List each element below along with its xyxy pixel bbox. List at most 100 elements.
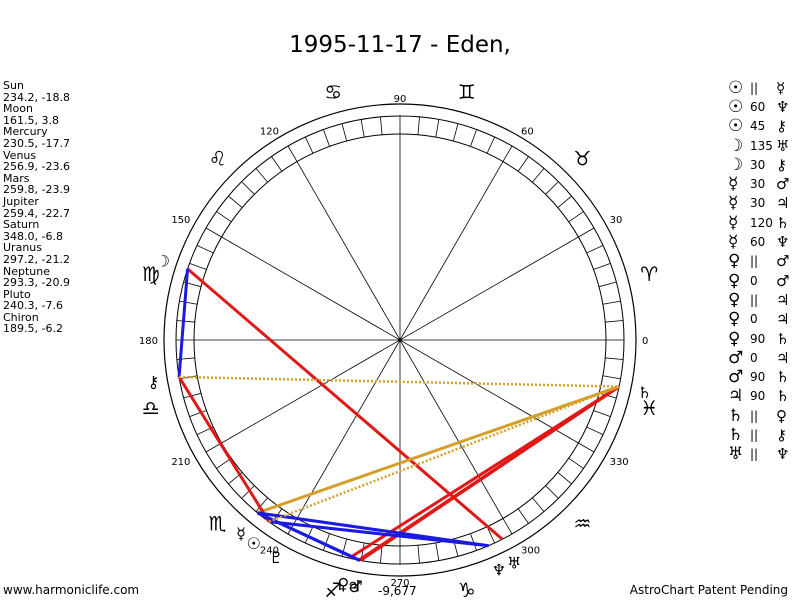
degree-tick bbox=[470, 129, 477, 147]
planet-name: Mercury bbox=[3, 125, 48, 139]
aspect-planet-2: ☿ bbox=[776, 78, 786, 97]
aspect-line bbox=[186, 267, 504, 541]
degree-tick bbox=[216, 457, 232, 469]
aspect-planet-1: ☽ bbox=[728, 135, 744, 156]
planet-icon: ♆ bbox=[492, 561, 506, 580]
planet-coords: 256.9, -23.6 bbox=[3, 160, 70, 174]
planet-coords: 259.4, -22.7 bbox=[3, 206, 70, 220]
degree-tick bbox=[568, 457, 584, 469]
degree-tick bbox=[435, 119, 440, 138]
degree-tick bbox=[205, 442, 222, 453]
aspect-planet-2: ♂ bbox=[776, 271, 790, 290]
aspect-symbol: 30 bbox=[750, 177, 766, 192]
degree-tick bbox=[360, 119, 365, 138]
degree-tick bbox=[593, 410, 611, 417]
aspect-row: ♀ 0 ♂ bbox=[728, 270, 798, 291]
aspect-symbol: 90 bbox=[750, 331, 766, 346]
degree-tick bbox=[241, 485, 255, 499]
aspect-planet-2: ♄ bbox=[776, 329, 790, 348]
degree-tick bbox=[486, 526, 496, 544]
degree-tick bbox=[176, 320, 195, 323]
aspect-planet-2: ♂ bbox=[776, 175, 790, 194]
degree-tick bbox=[417, 116, 420, 135]
zodiac-sign-icon: ♉ bbox=[573, 147, 591, 171]
aspect-planet-1: ♂ bbox=[728, 367, 744, 388]
degree-label: 300 bbox=[521, 546, 540, 557]
zodiac-sign-icon: ♒ bbox=[573, 511, 591, 535]
planet-coords: 230.5, -17.7 bbox=[3, 136, 70, 150]
aspect-planet-2: ⚷ bbox=[776, 425, 787, 444]
aspect-planet-1: ♅ bbox=[728, 444, 744, 465]
aspect-row: ♂ 0 ♃ bbox=[728, 347, 798, 368]
planet-name: Mars bbox=[3, 171, 30, 185]
aspect-symbol: || bbox=[750, 292, 759, 307]
degree-label: 0 bbox=[642, 336, 648, 347]
house-spoke bbox=[221, 236, 579, 444]
planet-icon: ☉ bbox=[247, 534, 261, 553]
aspect-line bbox=[257, 511, 489, 548]
planet-name: Chiron bbox=[3, 310, 39, 324]
aspect-planet-1: ☿ bbox=[728, 232, 739, 253]
aspect-symbol: || bbox=[750, 80, 759, 95]
degree-label: 90 bbox=[394, 94, 407, 105]
degree-tick bbox=[517, 508, 529, 524]
planet-icon: ⚷ bbox=[148, 372, 160, 391]
aspect-row: ☽ 30 ⚷ bbox=[728, 155, 798, 175]
aspect-row: ♀ 0 ♃ bbox=[728, 309, 798, 330]
aspect-symbol: || bbox=[750, 408, 759, 423]
degree-label: 240 bbox=[260, 546, 279, 557]
aspect-planet-1: ♀ bbox=[728, 309, 741, 330]
aspect-row: ☿ 60 ♆ bbox=[728, 232, 798, 253]
aspect-row: ☽ 135 ♅ bbox=[728, 135, 798, 156]
degree-tick bbox=[470, 533, 477, 551]
aspect-row: ♃ 90 ♄ bbox=[728, 386, 798, 406]
degree-label: 150 bbox=[171, 215, 190, 226]
planet-coords: 297.2, -21.2 bbox=[3, 252, 70, 266]
aspect-planet-2: ⚷ bbox=[776, 155, 787, 174]
degree-tick bbox=[287, 518, 298, 535]
aspect-planet-1: ♀ bbox=[728, 328, 741, 349]
planet-icon: ☿ bbox=[236, 524, 246, 543]
aspect-row: ☉ 60 ♆ bbox=[728, 97, 798, 117]
aspect-row: ☿ 120 ♄ bbox=[728, 212, 798, 233]
aspect-planet-1: ♄ bbox=[728, 425, 744, 445]
aspect-planet-1: ♀ bbox=[728, 289, 741, 310]
aspect-planet-1: ♀ bbox=[728, 270, 741, 291]
aspect-planet-1: ☿ bbox=[728, 212, 739, 233]
zodiac-sign-icon: ♋ bbox=[324, 80, 342, 104]
planet-coords: 293.3, -20.9 bbox=[3, 276, 70, 290]
aspect-planet-2: ♄ bbox=[776, 213, 790, 232]
aspect-symbol: 30 bbox=[750, 196, 766, 211]
website-link[interactable]: www.harmoniclife.com bbox=[3, 583, 140, 597]
degree-label: 180 bbox=[139, 336, 158, 347]
degree-tick bbox=[557, 472, 572, 485]
zodiac-sign-icon: ♏ bbox=[209, 511, 227, 535]
degree-tick bbox=[255, 168, 268, 183]
aspect-grid: ☉ || ☿ ☉ 60 ♆ ☉ 45 ⚷ ☽ 135 ♅ ☽ 30 ⚷ ☿ 30 ♂ ☿ 30 ♃ ☿ 120 ♄ ☿ 60 ♆ ♀ |… bbox=[728, 77, 798, 465]
degree-tick bbox=[586, 244, 604, 254]
degree-label: 60 bbox=[521, 126, 534, 137]
planet-name: Saturn bbox=[3, 218, 40, 232]
degree-tick bbox=[545, 181, 559, 195]
aspect-planet-1: ☉ bbox=[728, 77, 744, 98]
degree-tick bbox=[486, 136, 496, 154]
aspect-planet-2: ♆ bbox=[776, 97, 790, 116]
planet-icon: ♄ bbox=[637, 383, 651, 402]
aspect-row: ☿ 30 ♃ bbox=[728, 193, 798, 213]
aspect-symbol: 0 bbox=[750, 273, 758, 288]
aspect-planet-2: ♃ bbox=[776, 194, 790, 213]
degree-tick bbox=[228, 195, 243, 208]
outer-circle bbox=[163, 103, 637, 577]
degree-label: 330 bbox=[610, 457, 629, 468]
degree-tick bbox=[545, 485, 559, 499]
aspect-planet-1: ♀ bbox=[728, 251, 741, 272]
aspect-line bbox=[357, 385, 620, 562]
degree-tick bbox=[205, 227, 222, 238]
degree-tick bbox=[578, 227, 595, 238]
aspect-symbol: 0 bbox=[750, 312, 758, 327]
degree-tick bbox=[602, 300, 621, 305]
chart-title: 1995-11-17 - Eden, bbox=[289, 32, 511, 58]
planet-coords: 348.0, -6.8 bbox=[3, 229, 63, 243]
degree-tick bbox=[517, 156, 529, 172]
aspect-planet-1: ♂ bbox=[728, 347, 744, 368]
